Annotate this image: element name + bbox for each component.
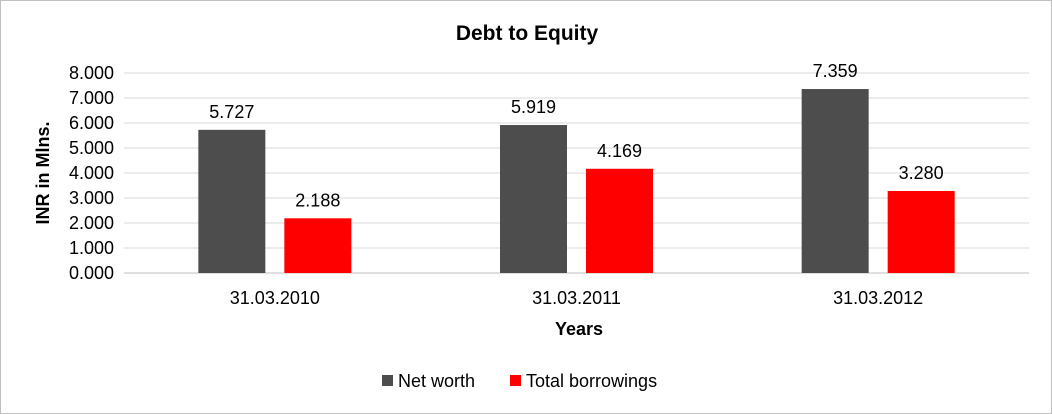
- y-tick-label: 5.000: [69, 138, 114, 158]
- bar-total-borrowings: [284, 218, 352, 273]
- legend-label: Net worth: [398, 371, 475, 391]
- legend-swatch: [382, 375, 393, 386]
- y-axis-title: INR in Mlns.: [33, 122, 53, 225]
- bar-total-borrowings: [887, 191, 955, 273]
- legend-swatch: [510, 375, 521, 386]
- legend: Net worth Total borrowings: [382, 371, 657, 391]
- bars: [198, 89, 955, 274]
- legend-label: Total borrowings: [526, 371, 657, 391]
- bar-total-borrowings: [586, 168, 653, 273]
- y-tick-label: 2.000: [69, 213, 114, 233]
- y-tick-label: 1.000: [69, 238, 114, 258]
- data-labels: 5.727 2.188 5.919 4.169 7.359 3.280: [209, 61, 943, 210]
- x-tick-label: 31.03.2010: [230, 288, 320, 308]
- data-label: 7.359: [813, 61, 858, 81]
- bar-net-worth: [198, 129, 266, 273]
- data-label: 5.727: [209, 102, 254, 122]
- y-axis-ticks: 0.000 1.000 2.000 3.000 4.000 5.000 6.000 7.000…: [69, 63, 114, 283]
- data-label: 4.169: [597, 141, 642, 161]
- y-tick-label: 6.000: [69, 113, 114, 133]
- data-label: 5.919: [511, 97, 556, 117]
- bar-net-worth: [500, 125, 567, 274]
- x-axis-ticks: 31.03.2010 31.03.2011 31.03.2012: [230, 288, 923, 308]
- y-tick-label: 3.000: [69, 188, 114, 208]
- chart-title: Debt to Equity: [456, 22, 599, 45]
- y-tick-label: 7.000: [69, 88, 114, 108]
- y-tick-label: 8.000: [69, 63, 114, 83]
- data-label: 3.280: [899, 163, 944, 183]
- data-label: 2.188: [295, 190, 340, 210]
- y-tick-label: 0.000: [69, 263, 114, 283]
- x-tick-label: 31.03.2011: [532, 288, 621, 308]
- x-axis-title: Years: [555, 319, 603, 339]
- x-tick-label: 31.03.2012: [833, 288, 923, 308]
- y-tick-label: 4.000: [69, 163, 114, 183]
- gridlines: [124, 72, 1029, 274]
- bar-net-worth: [801, 89, 869, 274]
